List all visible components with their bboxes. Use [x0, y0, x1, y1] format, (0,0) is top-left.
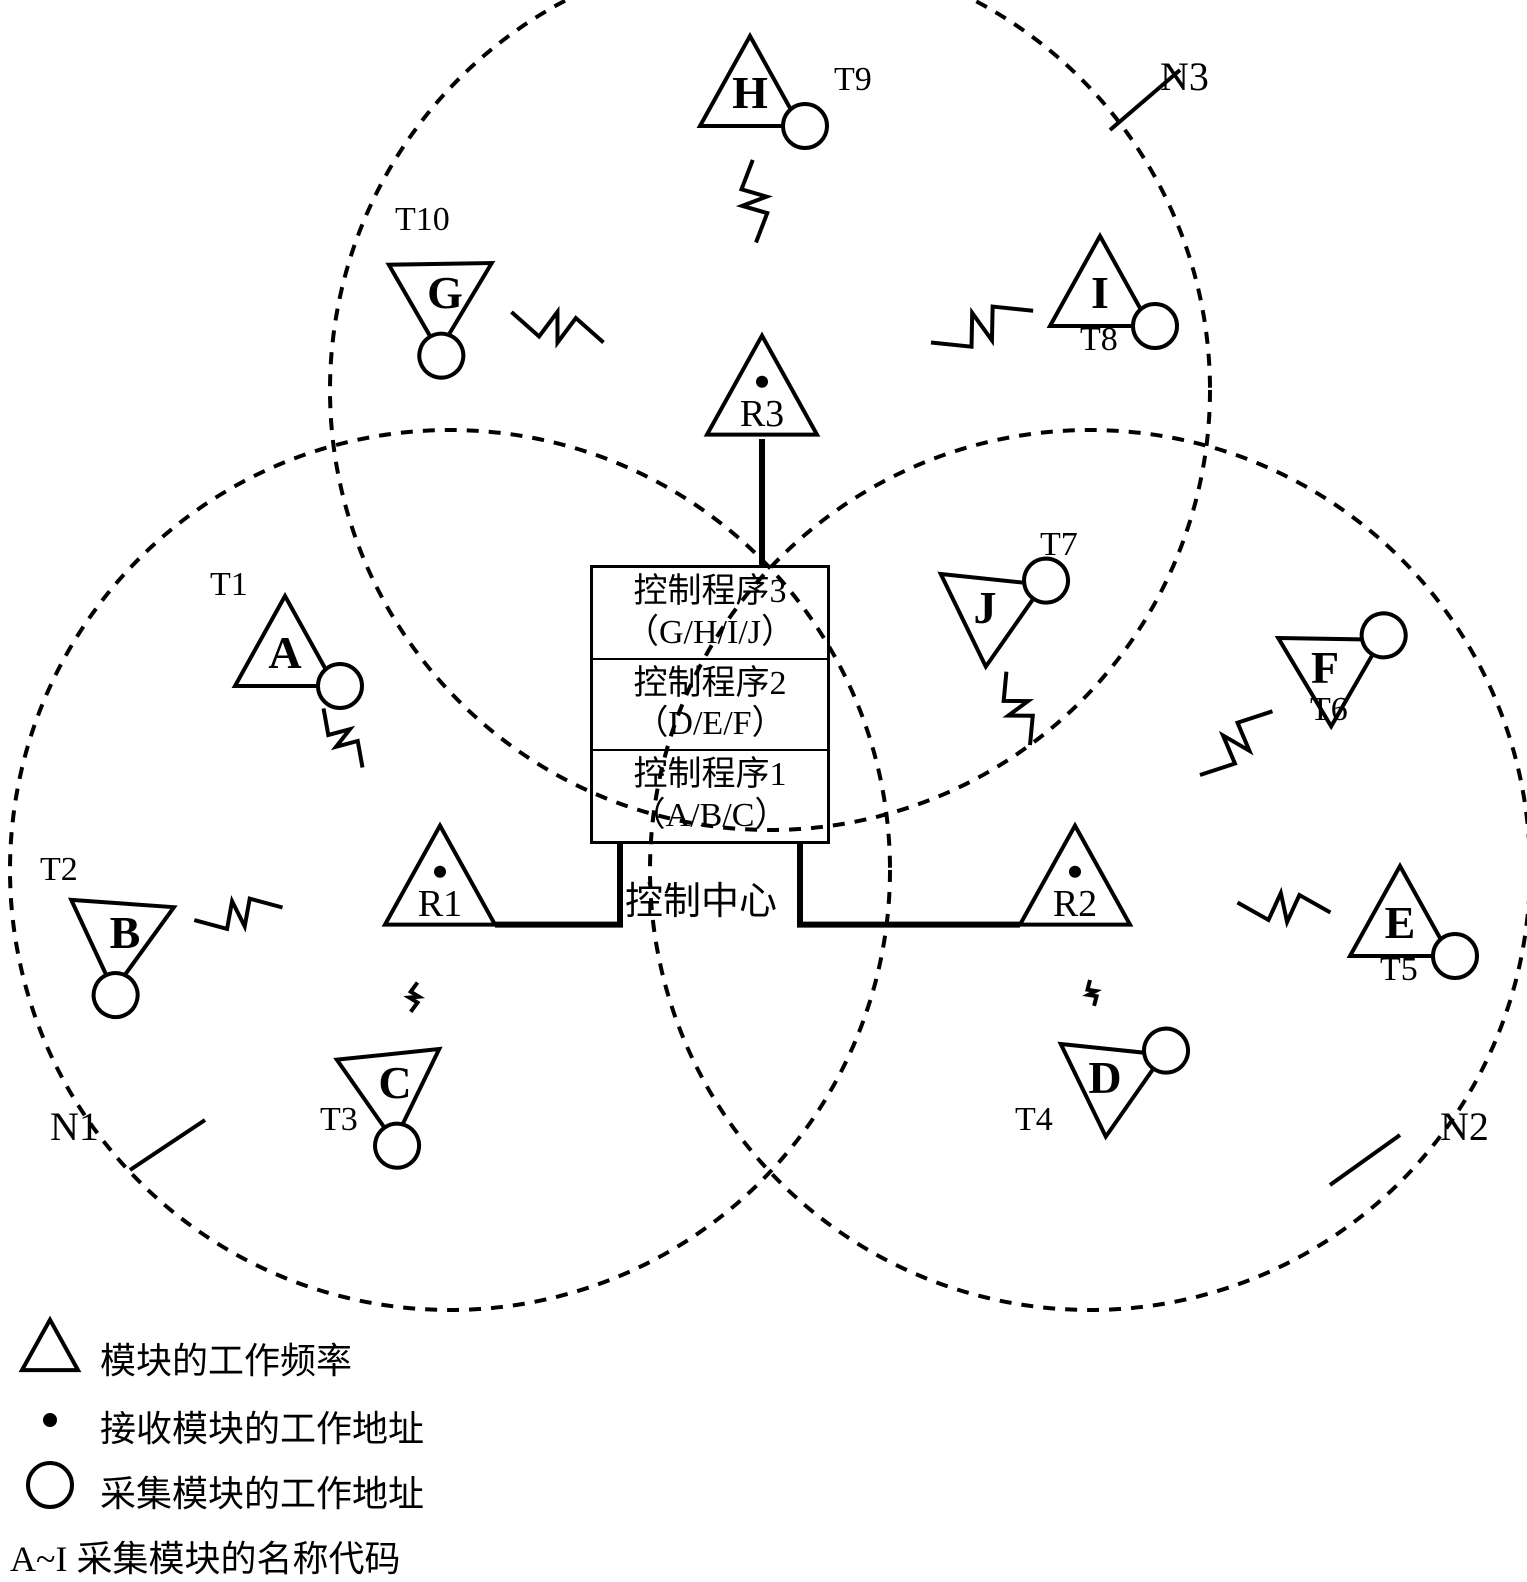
collector-addr-circle-C	[366, 1115, 427, 1176]
collector-tlabel-C: T3	[320, 1101, 358, 1138]
collector-addr-circle-I	[1133, 304, 1177, 348]
control-row-title: 控制程序2	[601, 664, 819, 705]
legend-triangle-icon	[22, 1320, 78, 1370]
collector-letter-D: D	[1088, 1052, 1121, 1103]
collector-tlabel-F: T6	[1310, 691, 1348, 728]
collector-G: G	[370, 220, 530, 386]
coverage-circle-N2	[650, 430, 1527, 1310]
collector-H: H	[700, 36, 827, 148]
collector-letter-B: B	[110, 907, 141, 958]
collector-tlabel-D: T4	[1015, 1101, 1053, 1138]
collector-letter-J: J	[974, 582, 997, 633]
bolt-C	[409, 983, 418, 1012]
bolt-F	[1200, 711, 1272, 775]
legend-circle-icon	[28, 1463, 72, 1507]
diagram-canvas: N1 N2 N3 R1 R2 R3 A T1 B T2 C T3 D T4 ET5 FT6 G T10 H T9 IT8…	[0, 0, 1527, 1561]
tick-N2	[1330, 1135, 1400, 1185]
collector-tlabel-A: T1	[210, 566, 248, 603]
control-program-row-1: 控制程序2（D/E/F）	[593, 660, 827, 752]
collector-letter-F: F	[1311, 642, 1339, 693]
bolt-B	[194, 899, 282, 929]
receiver-label-R3: R3	[740, 393, 784, 435]
control-row-sub: （A/B/C）	[601, 796, 819, 837]
legend-text-dot: 接收模块的工作地址	[100, 1400, 424, 1452]
bolt-G	[511, 312, 603, 343]
control-program-row-2: 控制程序1（A/B/C）	[593, 751, 827, 841]
collector-C: C	[319, 1008, 484, 1176]
collector-tlabel-J: T7	[1040, 526, 1078, 563]
receiver-dot-R1	[434, 866, 446, 878]
collector-tlabel-E: T5	[1380, 951, 1418, 988]
link-r1-control	[495, 841, 620, 925]
bolt-E	[1238, 893, 1331, 922]
control-program-row-0: 控制程序3（G/H/I/J）	[593, 568, 827, 660]
collector-letter-C: C	[378, 1057, 411, 1108]
legend-text-names: A~I 采集模块的名称代码	[10, 1530, 400, 1582]
tick-N1	[130, 1120, 205, 1170]
bolt-I	[931, 307, 1033, 347]
bolt-J	[1004, 672, 1033, 745]
legend-text-triangle: 模块的工作频率	[100, 1332, 352, 1384]
control-center-caption: 控制中心	[625, 870, 777, 925]
collector-tlabel-G: T10	[395, 201, 450, 238]
bolt-A	[324, 708, 363, 767]
collector-addr-circle-D	[1135, 1020, 1196, 1081]
control-center-box: 控制程序3（G/H/I/J）控制程序2（D/E/F）控制程序1（A/B/C）	[590, 565, 830, 844]
receiver-dot-R2	[1069, 866, 1081, 878]
collector-letter-A: A	[268, 627, 301, 678]
collector-addr-circle-E	[1433, 934, 1477, 978]
collector-tlabel-I: T8	[1080, 321, 1118, 358]
collector-letter-I: I	[1091, 267, 1109, 318]
collector-tlabel-B: T2	[40, 851, 78, 888]
collector-addr-circle-A	[318, 664, 362, 708]
collector-addr-circle-B	[86, 966, 144, 1024]
collector-addr-circle-G	[411, 326, 471, 386]
collector-A: A	[235, 596, 362, 708]
collector-letter-E: E	[1385, 897, 1416, 948]
control-row-title: 控制程序3	[601, 572, 819, 613]
receiver-dot-R3	[756, 376, 768, 388]
control-row-title: 控制程序1	[601, 755, 819, 796]
collector-letter-H: H	[732, 67, 768, 118]
collector-addr-circle-F	[1354, 605, 1414, 665]
collector-letter-G: G	[427, 267, 463, 318]
circle-label-N1: N1	[50, 1104, 99, 1149]
collector-tlabel-H: T9	[834, 61, 872, 98]
control-row-sub: （G/H/I/J）	[601, 613, 819, 654]
receiver-label-R1: R1	[418, 883, 462, 925]
link-r2-control	[800, 841, 1020, 925]
bolt-D	[1088, 980, 1097, 1006]
control-row-sub: （D/E/F）	[601, 704, 819, 745]
receiver-label-R2: R2	[1053, 883, 1097, 925]
circle-label-N2: N2	[1440, 1104, 1489, 1149]
collector-D: D	[1032, 981, 1197, 1149]
legend-dot-icon	[43, 1413, 57, 1427]
collector-addr-circle-H	[783, 104, 827, 148]
circle-label-N3: N3	[1160, 54, 1209, 99]
bolt-H	[742, 160, 768, 243]
legend-text-circle: 采集模块的工作地址	[100, 1465, 424, 1517]
